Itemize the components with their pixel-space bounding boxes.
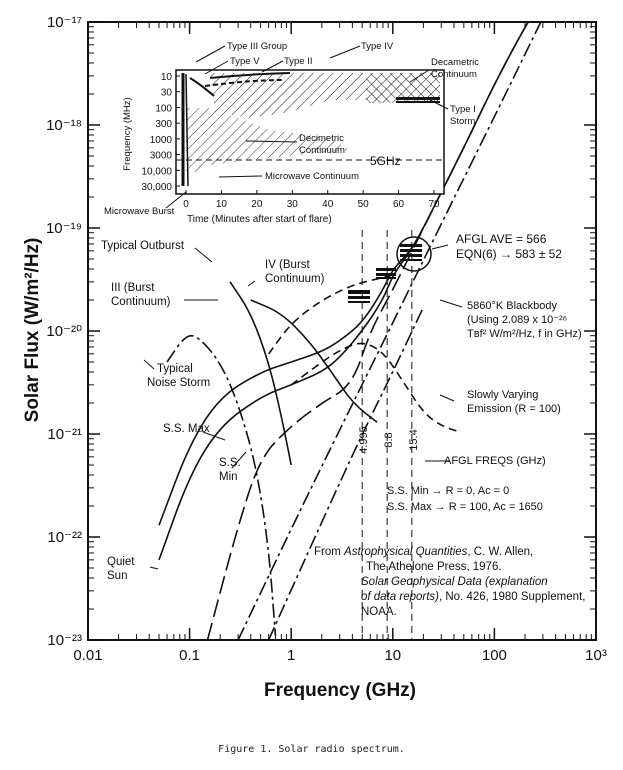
label-noise-storm: Typical [157, 363, 193, 375]
inset-y-tick-label: 30 [161, 88, 173, 99]
inset-label-type1-2: Storm [450, 116, 475, 127]
leader-lines [143, 244, 463, 570]
inset-label-microwave-burst: Microwave Burst [104, 206, 175, 217]
inset-dynamic-spectrum [175, 69, 445, 195]
curve-unlabeled [267, 306, 425, 640]
y-tick-label: 10⁻¹⁷ [47, 14, 82, 31]
curve-iii-burst-continuum [229, 281, 292, 466]
inset-ref-5ghz: 5GHz [370, 154, 401, 168]
inset-axes: 0 10 20 30 40 50 60 70 10 30 100 300 1000 3000 10,000 3… [141, 72, 440, 210]
y-tick-label: 10⁻²² [47, 529, 82, 546]
solar-radio-spectrum-chart: Solar Flux (W/m²/Hz) Frequency (GHz) 0.0… [22, 14, 607, 701]
inset-label-decimetric-1: Decimetric [299, 133, 344, 144]
inset-label-decimetric-2: Continuum [299, 145, 345, 156]
curve-iv-burst-continuum [268, 274, 393, 355]
inset-y-tick-label: 300 [155, 119, 172, 130]
curve-typical-outburst [250, 299, 378, 423]
x-tick-label: 10³ [585, 647, 607, 664]
label-ssmax-note: S.S. Max → R = 100, Aᴄ = 1650 [387, 501, 543, 513]
curve-s-s-min [158, 227, 425, 561]
y-tick-label: 10⁻¹⁸ [46, 117, 82, 134]
inset-x-title: Time (Minutes after start of flare) [187, 214, 332, 225]
inset-y-tick-label: 10,000 [141, 166, 172, 177]
inset-label-type5: Type V [230, 56, 260, 67]
inset-x-tick-label: 40 [322, 199, 334, 210]
label-noise-storm-2: Noise Storm [147, 377, 210, 389]
label-iv-burst-2: Continuum) [265, 273, 325, 285]
inset-x-tick-label: 70 [428, 199, 440, 210]
y-tick-label: 10⁻¹⁹ [46, 220, 82, 237]
label-typical-outburst: Typical Outburst [101, 240, 185, 252]
label-quiet-sun-2: Sun [107, 570, 127, 582]
afgl-frequency-lines: 4.995 8.8 15.4 [358, 230, 420, 640]
afgl-freq-label: 4.995 [358, 426, 370, 454]
inset-label-decametric-1: Decametric [431, 57, 479, 68]
label-slowly-varying-2: Emission (R = 100) [467, 403, 561, 415]
inset-x-tick-label: 30 [287, 199, 299, 210]
inset-label-type2: Type II [284, 56, 313, 67]
label-ss-min-2: Min [219, 471, 238, 483]
inset-y-tick-label: 3000 [150, 151, 173, 162]
inset-x-tick-label: 20 [251, 199, 263, 210]
inset-label-microwave-cont: Microwave Continuum [265, 171, 359, 182]
y-axis-title: Solar Flux (W/m²/Hz) [22, 238, 43, 423]
label-iv-burst: IV (Burst [265, 259, 311, 271]
afgl-freq-label: 8.8 [383, 432, 395, 447]
label-iii-burst-2: Continuum) [111, 296, 171, 308]
x-tick-label: 100 [482, 647, 507, 664]
spectrum-curves [158, 22, 542, 640]
inset-label-type4: Type IV [361, 41, 394, 52]
label-slowly-varying-1: Slowly Varying [467, 389, 538, 401]
inset-y-tick-label: 100 [155, 103, 172, 114]
inset-label-type3-group: Type III Group [227, 41, 287, 52]
source-line-1: From Astrophysical Quantities, C. W. All… [314, 546, 533, 558]
source-line-3: Solar Geophysical Data (explanation [361, 576, 548, 588]
curve-quiet-sun [206, 22, 530, 640]
label-blackbody-3: Tʙf² W/m²/Hz, f in GHz) [467, 328, 582, 340]
inset-y-tick-label: 1000 [150, 135, 173, 146]
inset-y-title: Frequency (MHz) [122, 97, 133, 170]
inset-label-type1-1: Type I [450, 104, 476, 115]
label-eqn: EQN(6) → 583 ± 52 [456, 247, 562, 261]
y-tick-label: 10⁻²⁰ [46, 323, 82, 340]
label-ssmin-note: S.S. Min → R = 0, Aᴄ = 0 [387, 485, 509, 497]
label-blackbody-1: 5860°K Blackbody [467, 300, 558, 312]
curve-typical-noise-storm [166, 334, 277, 636]
inset-x-tick-label: 60 [393, 199, 405, 210]
source-line-5: NOAA. [361, 606, 397, 618]
label-afgl-ave: AFGL AVE = 566 [456, 232, 547, 246]
inset-x-tick-label: 0 [183, 199, 189, 210]
y-tick-label: 10⁻²¹ [47, 426, 82, 443]
label-ss-min: S.S. [219, 457, 241, 469]
label-quiet-sun: Quiet [107, 556, 135, 568]
annotations: Typical Outburst III (Burst Continuum) I… [101, 232, 585, 618]
figure-caption: Figure 1. Solar radio spectrum. [218, 744, 405, 755]
inset-x-tick-label: 10 [216, 199, 228, 210]
source-line-4: of data reports), No. 426, 1980 Suppleme… [361, 591, 585, 603]
x-tick-label: 10 [384, 647, 401, 664]
inset-labels: Type III Group Type V Type II Type IV De… [104, 41, 479, 225]
axis-ticks: 0.01 0.1 1 10 100 10³10⁻¹⁷10⁻¹⁸10⁻¹⁹10⁻²⁰10⁻²… [46, 14, 607, 664]
curve-5860-k-blackbody [237, 22, 542, 640]
label-blackbody-2: (Using 2.089 x 10⁻²⁶ [467, 314, 567, 326]
inset-y-tick-label: 10 [161, 72, 173, 83]
x-tick-label: 1 [287, 647, 295, 664]
label-ss-max: S.S. Max [163, 423, 210, 435]
curve-slowly-varying-emission-r-100 [290, 342, 460, 433]
x-axis-title: Frequency (GHz) [264, 680, 416, 701]
inset-label-decametric-2: Continuum [431, 69, 477, 80]
y-tick-label: 10⁻²³ [47, 632, 82, 649]
label-afgl-freqs: AFGL FREQS (GHz) [444, 455, 546, 467]
source-line-2: The Athelone Press, 1976. [366, 561, 502, 573]
x-tick-label: 0.1 [179, 647, 200, 664]
inset-x-tick-label: 50 [358, 199, 370, 210]
afgl-average-circle [396, 236, 432, 272]
afgl-measurement-bars [348, 244, 422, 303]
inset-leaders [165, 45, 449, 209]
afgl-freq-label: 15.4 [408, 429, 420, 450]
x-tick-label: 0.01 [73, 647, 102, 664]
label-iii-burst: III (Burst [111, 282, 155, 294]
inset-y-tick-label: 30,000 [141, 182, 172, 193]
